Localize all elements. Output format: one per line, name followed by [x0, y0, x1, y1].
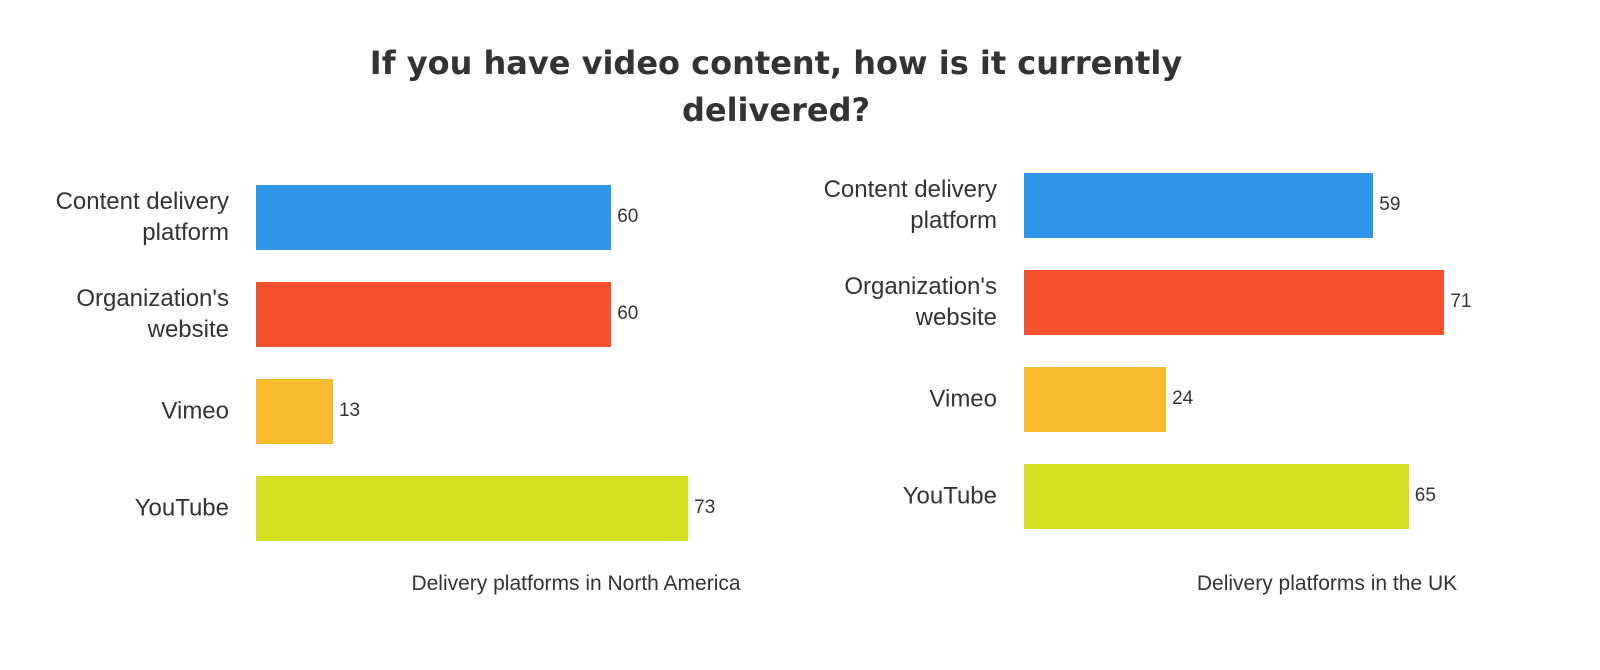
bar — [1024, 366, 1167, 432]
category-label: Content delivery platform — [55, 188, 229, 246]
value-label: 71 — [1450, 291, 1472, 312]
category-label: Content delivery platform — [823, 176, 997, 234]
value-label: 59 — [1379, 194, 1401, 215]
category-label: Organization's website — [844, 273, 997, 331]
category-label: Vimeo — [929, 385, 997, 413]
chart-caption: Delivery platforms in North America — [411, 572, 741, 595]
bar — [1024, 172, 1374, 238]
value-label: 60 — [617, 206, 639, 227]
value-label: 65 — [1414, 485, 1436, 506]
value-label: 13 — [338, 400, 361, 421]
chart-caption: Delivery platforms in the UK — [1196, 572, 1458, 595]
value-label: 24 — [1172, 388, 1194, 409]
category-label: Organization's website — [76, 285, 229, 343]
value-label: 73 — [694, 497, 716, 518]
bar — [256, 281, 612, 347]
bar — [256, 184, 612, 250]
bar — [1024, 269, 1445, 335]
category-label: YouTube — [902, 482, 997, 510]
chart-title: If you have video content, how is it cur… — [369, 44, 1183, 129]
value-label: 60 — [617, 303, 639, 324]
bar — [256, 378, 333, 444]
bar — [256, 475, 689, 541]
bar — [1024, 463, 1409, 529]
category-label: YouTube — [134, 494, 229, 522]
category-label: Vimeo — [161, 397, 229, 425]
